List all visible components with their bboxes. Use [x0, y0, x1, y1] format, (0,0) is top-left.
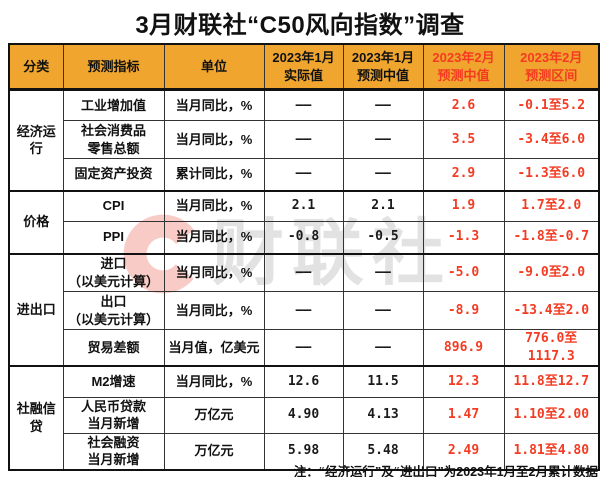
jan-median-cell: —— — [342, 89, 424, 121]
unit-cell: 当月同比，% — [163, 221, 265, 254]
indicator-cell: 贸易差额 — [62, 329, 165, 367]
feb-median-cell: -1.3 — [422, 221, 505, 254]
col-header-jan-actual: 2023年1月 实际值 — [263, 43, 344, 91]
jan-actual-cell: -0.8 — [263, 221, 344, 254]
table-row: 社会融资 当月新增 万亿元 5.98 5.48 2.49 1.81至4.80 — [9, 432, 600, 471]
jan-median-cell: -0.5 — [342, 221, 424, 254]
feb-range-cell: -13.4至2.0 — [503, 291, 600, 330]
jan-median-cell: —— — [342, 329, 424, 367]
feb-range-cell: -0.1至5.2 — [503, 89, 600, 121]
jan-actual-cell: —— — [263, 89, 344, 121]
category-cell-trade: 进出口 — [8, 252, 64, 367]
indicator-cell: 社会消费品 零售总额 — [62, 120, 165, 159]
feb-range-cell: -9.0至2.0 — [503, 252, 600, 292]
table-row: 进出口 进口 （以美元计算） 当月同比，% —— —— -5.0 -9.0至2.… — [8, 252, 600, 367]
jan-median-cell: —— — [342, 120, 424, 159]
feb-median-cell: 896.9 — [422, 329, 505, 367]
jan-actual-cell: —— — [263, 329, 344, 367]
unit-cell: 万亿元 — [163, 432, 265, 471]
unit-cell: 当月同比，% — [163, 252, 265, 292]
table-row: 经济运行 工业增加值 当月同比，% —— —— 2.6 -0.1至5.2 — [8, 89, 600, 191]
unit-cell: 当月值，亿美元 — [163, 329, 265, 367]
col-header-feb-range: 2023年2月 预测区间 — [503, 43, 600, 91]
feb-median-cell: 3.5 — [422, 120, 505, 159]
table-row: 价格 CPI 当月同比，% 2.1 2.1 1.9 1.7至2.0 — [8, 189, 600, 254]
indicator-cell: CPI — [62, 189, 165, 222]
indicator-cell: 人民币贷款 当月新增 — [62, 396, 165, 434]
jan-actual-cell: —— — [263, 120, 344, 159]
table-row: 人民币贷款 当月新增 万亿元 4.90 4.13 1.47 1.10至2.00 — [9, 396, 600, 434]
table-row: 社会消费品 零售总额 当月同比，% —— —— 3.5 -3.4至6.0 — [9, 120, 600, 159]
indicator-cell: 社会融资 当月新增 — [62, 432, 165, 471]
jan-actual-cell: —— — [263, 291, 344, 330]
feb-range-cell: -3.4至6.0 — [503, 120, 600, 159]
col-header-feb-median: 2023年2月 预测中值 — [422, 43, 505, 91]
feb-range-cell: -1.8至-0.7 — [503, 221, 600, 254]
feb-median-cell: 12.3 — [422, 365, 505, 398]
table-row: 固定资产投资 累计同比，% —— —— 2.9 -1.3至6.0 — [9, 158, 600, 191]
feb-median-cell: -8.9 — [422, 291, 505, 330]
jan-median-cell: 5.48 — [342, 432, 424, 471]
indicator-cell: M2增速 — [62, 365, 165, 398]
col-header-indicator: 预测指标 — [62, 43, 165, 91]
category-cell-economy: 经济运行 — [8, 89, 64, 191]
feb-range-cell: 11.8至12.7 — [503, 365, 600, 398]
indicator-cell: 固定资产投资 — [62, 158, 165, 191]
unit-cell: 当月同比，% — [163, 120, 265, 159]
category-cell-credit: 社融信贷 — [8, 365, 64, 471]
table-row: PPI 当月同比，% -0.8 -0.5 -1.3 -1.8至-0.7 — [9, 221, 600, 254]
jan-median-cell: 4.13 — [342, 396, 424, 434]
table-row: 社融信贷 M2增速 当月同比，% 12.6 11.5 12.3 11.8至12.… — [8, 365, 600, 471]
category-cell-price: 价格 — [8, 189, 64, 254]
jan-median-cell: —— — [342, 291, 424, 330]
col-header-category: 分类 — [8, 43, 64, 91]
header-row: 分类 预测指标 单位 2023年1月 实际值 2023年1月 预测中值 2023… — [8, 43, 600, 91]
feb-median-cell: -5.0 — [422, 252, 505, 292]
jan-median-cell: 11.5 — [342, 365, 424, 398]
unit-cell: 万亿元 — [163, 396, 265, 434]
feb-range-cell: 1.81至4.80 — [503, 432, 600, 471]
jan-median-cell: —— — [342, 252, 424, 292]
indicator-cell: 出口 （以美元计算） — [62, 291, 165, 330]
feb-range-cell: -1.3至6.0 — [503, 158, 600, 191]
footnote: 注：“经济运行”及“进出口”为2023年1月至2月累计数据 — [293, 465, 598, 477]
feb-median-cell: 2.6 — [422, 89, 505, 121]
table-row: 贸易差额 当月值，亿美元 —— —— 896.9 776.0至1117.3 — [9, 329, 600, 367]
jan-actual-cell: —— — [263, 158, 344, 191]
jan-actual-cell: 2.1 — [263, 189, 344, 222]
feb-median-cell: 1.9 — [422, 189, 505, 222]
feb-range-cell: 1.7至2.0 — [503, 189, 600, 222]
jan-median-cell: —— — [342, 158, 424, 191]
col-header-unit: 单位 — [163, 43, 265, 91]
table-row: 出口 （以美元计算） 当月同比，% —— —— -8.9 -13.4至2.0 — [9, 291, 600, 330]
indicator-cell: PPI — [62, 221, 165, 254]
jan-actual-cell: 4.90 — [263, 396, 344, 434]
unit-cell: 当月同比，% — [163, 189, 265, 222]
unit-cell: 累计同比，% — [163, 158, 265, 191]
c50-survey-table: 分类 预测指标 单位 2023年1月 实际值 2023年1月 预测中值 2023… — [8, 43, 600, 471]
jan-actual-cell: 12.6 — [263, 365, 344, 398]
feb-median-cell: 1.47 — [422, 396, 505, 434]
unit-cell: 当月同比，% — [163, 291, 265, 330]
indicator-cell: 工业增加值 — [62, 89, 165, 121]
feb-range-cell: 1.10至2.00 — [503, 396, 600, 434]
jan-median-cell: 2.1 — [342, 189, 424, 222]
indicator-cell: 进口 （以美元计算） — [62, 252, 165, 292]
page-title: 3月财联社“C50风向指数”调查 — [135, 12, 465, 39]
feb-median-cell: 2.9 — [422, 158, 505, 191]
jan-actual-cell: —— — [263, 252, 344, 292]
unit-cell: 当月同比，% — [163, 365, 265, 398]
feb-range-cell: 776.0至1117.3 — [503, 329, 600, 367]
unit-cell: 当月同比，% — [163, 89, 265, 121]
col-header-jan-median: 2023年1月 预测中值 — [342, 43, 424, 91]
